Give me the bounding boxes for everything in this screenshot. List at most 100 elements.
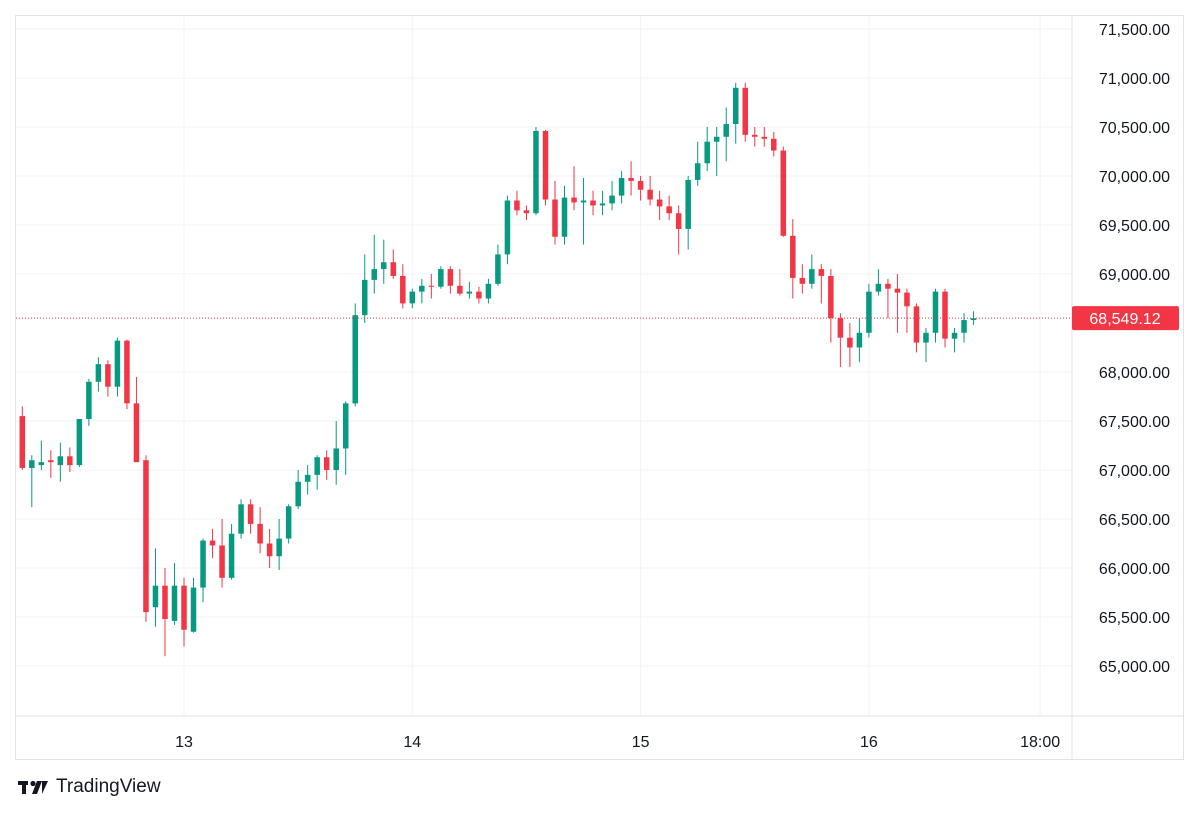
candle-body	[961, 320, 967, 333]
candle-body	[371, 269, 378, 280]
candle-body	[381, 262, 387, 270]
y-tick-label: 67,000.00	[1099, 463, 1170, 480]
candle-body	[856, 332, 863, 348]
candle-body	[970, 318, 977, 321]
candle-body	[361, 279, 368, 316]
candle-body	[599, 203, 606, 206]
y-tick-label: 70,000.00	[1099, 169, 1170, 186]
candle-body	[247, 504, 254, 524]
candle-body	[466, 291, 473, 294]
candle-body	[495, 254, 501, 284]
x-tick-label: 13	[175, 734, 193, 751]
candle-body	[143, 460, 149, 613]
candle-body	[333, 448, 339, 470]
candle-body	[656, 199, 663, 207]
candle-body	[704, 141, 710, 164]
candle-body	[847, 337, 853, 348]
candle-body	[276, 538, 282, 557]
y-tick-label: 70,500.00	[1099, 120, 1170, 137]
candle-body	[561, 197, 568, 237]
candle-body	[675, 213, 682, 229]
candle-body	[152, 585, 159, 608]
y-tick-label: 71,000.00	[1099, 71, 1170, 88]
candle-body	[342, 403, 349, 449]
candle-body	[352, 315, 358, 404]
candle-body	[504, 200, 511, 255]
y-tick-label: 66,500.00	[1099, 512, 1170, 529]
candle-body	[713, 136, 720, 142]
candle-body	[894, 288, 901, 293]
candle-body	[285, 506, 292, 539]
candle-body	[304, 474, 311, 482]
candle-body	[257, 523, 263, 544]
y-tick-label: 69,500.00	[1099, 218, 1170, 235]
candle-body	[771, 138, 777, 151]
candle-body	[761, 136, 768, 139]
candle-body	[171, 585, 178, 621]
candle-body	[428, 285, 435, 287]
candle-body	[409, 291, 416, 304]
last-price-label: 68,549.12	[1089, 311, 1160, 328]
candle-body	[932, 291, 939, 333]
candle-body	[866, 291, 872, 333]
candle-body	[447, 269, 454, 286]
tradingview-logo-icon	[18, 780, 48, 794]
candle-body	[105, 364, 111, 387]
candle-body	[133, 403, 140, 463]
candle-body	[571, 197, 577, 203]
candle-body	[685, 179, 691, 229]
candle-body	[114, 340, 121, 387]
candle-body	[390, 262, 397, 276]
candle-body	[485, 283, 492, 299]
candle-body	[219, 545, 225, 578]
candle-body	[19, 416, 26, 469]
x-tick-label: 15	[632, 734, 650, 751]
candle-body	[875, 283, 882, 292]
tradingview-brand[interactable]: TradingView	[18, 776, 161, 798]
candle-body	[457, 285, 463, 294]
candle-body	[818, 269, 825, 276]
candle-body	[86, 381, 92, 420]
candle-body	[780, 150, 787, 236]
x-tick-label: 14	[403, 734, 421, 751]
candle-body	[266, 543, 273, 557]
y-tick-label: 65,000.00	[1099, 659, 1170, 676]
candle-body	[400, 275, 406, 304]
candle-body	[723, 124, 729, 137]
candle-body	[637, 180, 644, 190]
candle-body	[609, 195, 615, 204]
candle-body	[476, 291, 482, 299]
brand-name: TradingView	[56, 776, 161, 797]
candle-body	[666, 206, 672, 214]
y-tick-label: 71,500.00	[1099, 22, 1170, 39]
candle-body	[29, 460, 35, 469]
candle-body	[190, 587, 197, 632]
candle-body	[162, 585, 168, 619]
chart-frame	[15, 15, 1184, 760]
candle-body	[885, 283, 891, 289]
candle-body	[228, 533, 235, 578]
candle-body	[57, 456, 64, 466]
candle-body	[828, 275, 834, 319]
candle-body	[913, 306, 920, 343]
candle-body	[438, 269, 444, 287]
candle-body	[542, 130, 549, 200]
y-tick-label: 68,000.00	[1099, 365, 1170, 382]
y-tick-label: 67,500.00	[1099, 414, 1170, 431]
candle-body	[923, 332, 929, 343]
x-tick-label: 16	[860, 734, 878, 751]
candle-body	[809, 269, 815, 284]
last-price-badge	[1072, 306, 1179, 331]
y-tick-label: 66,000.00	[1099, 561, 1170, 578]
candle-body	[533, 130, 539, 214]
candle-body	[314, 457, 320, 475]
candle-body	[618, 177, 625, 196]
candle-body	[95, 364, 102, 382]
candle-body	[694, 163, 701, 180]
y-tick-label: 65,500.00	[1099, 610, 1170, 627]
candle-body	[752, 134, 758, 137]
candle-body	[628, 177, 634, 181]
candle-body	[732, 87, 739, 125]
candle-body	[523, 210, 530, 214]
